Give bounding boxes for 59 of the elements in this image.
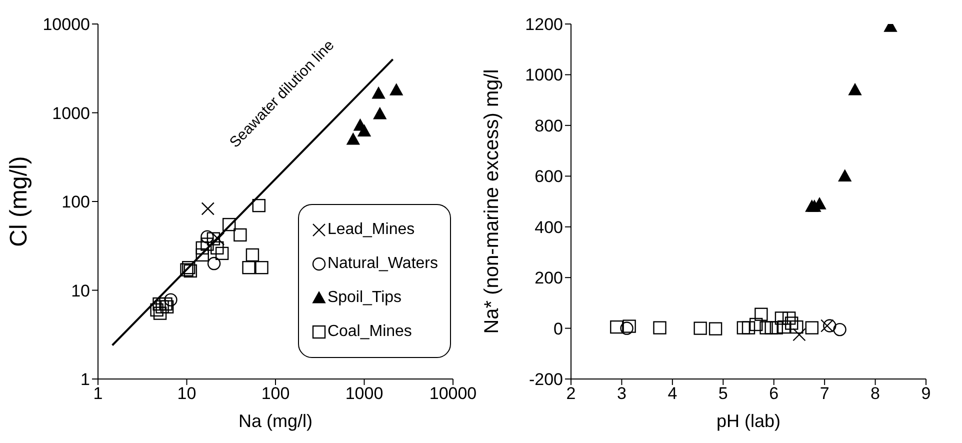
- point: [764, 321, 778, 334]
- point: [708, 322, 722, 336]
- point: [838, 170, 852, 182]
- point: [760, 321, 773, 334]
- point: [777, 320, 791, 334]
- x-tick-label: 6: [769, 384, 779, 404]
- point: [742, 321, 756, 334]
- x-tick-label: 10: [177, 384, 196, 404]
- y-tick-label: 1000: [52, 104, 90, 123]
- point: [820, 319, 834, 332]
- point: [750, 318, 763, 332]
- y-axis-title: Cl (mg/l): [6, 156, 33, 247]
- x-tick-label: 10000: [429, 384, 477, 404]
- y-tick-label: 100: [62, 192, 90, 212]
- point: [823, 319, 836, 332]
- point: [770, 321, 783, 334]
- point: [833, 322, 846, 336]
- point: [610, 320, 624, 334]
- legend-label: Natural_Waters: [327, 255, 438, 273]
- x-tick-label: 5: [718, 384, 728, 404]
- x-tick-label: 9: [921, 384, 931, 404]
- y-tick-label: 200: [534, 268, 563, 288]
- point: [653, 321, 666, 334]
- x-tick-label: 7: [820, 384, 830, 404]
- x-tick-label: 4: [668, 384, 678, 404]
- y-tick-label: 400: [534, 218, 563, 237]
- point: [622, 320, 636, 333]
- y-tick-label: 0: [554, 319, 563, 338]
- x-tick-label: 1000: [345, 384, 384, 404]
- x-tick-label: 1: [93, 384, 103, 404]
- x-axis-title: Na (mg/l): [238, 411, 313, 431]
- legend-label: Coal_Mines: [327, 323, 412, 341]
- legend-label: Spoil_Tips: [327, 289, 402, 307]
- point: [754, 308, 768, 321]
- x-tick-label: 100: [261, 384, 290, 404]
- y-axis-title: Na* (non-marine excess) mg/l: [481, 69, 504, 334]
- point: [782, 312, 796, 325]
- y-tick-label: 10000: [42, 15, 90, 34]
- point: [848, 83, 862, 96]
- point: [805, 321, 818, 334]
- point: [790, 320, 804, 334]
- y-tick-label: 10: [71, 281, 90, 300]
- y-tick-label: 1200: [525, 15, 563, 34]
- point: [736, 321, 750, 334]
- y-tick-label: 800: [534, 116, 563, 136]
- x-axis-title: pH (lab): [716, 411, 781, 431]
- y-tick-label: 1: [80, 370, 90, 390]
- point: [620, 322, 634, 335]
- y-tick-label: -200: [528, 370, 563, 390]
- x-tick-label: 3: [616, 384, 626, 404]
- y-tick-label: 600: [534, 167, 563, 186]
- point: [774, 312, 788, 325]
- legend-label: Lead_Mines: [327, 221, 415, 239]
- point: [792, 328, 806, 342]
- point: [694, 322, 707, 335]
- point: [785, 316, 798, 330]
- x-tick-label: 2: [566, 384, 576, 404]
- y-tick-label: 1000: [525, 66, 563, 85]
- x-tick-label: 8: [870, 384, 880, 404]
